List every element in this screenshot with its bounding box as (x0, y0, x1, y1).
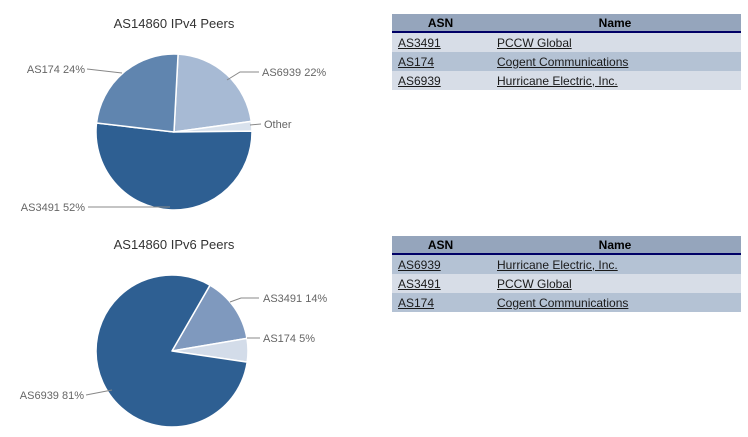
name-link[interactable]: Hurricane Electric, Inc. (497, 257, 618, 272)
table-row: AS174 Cogent Communications (392, 52, 741, 71)
asn-link[interactable]: AS6939 (398, 257, 441, 272)
table-row: AS174 Cogent Communications (392, 293, 741, 312)
table-header-row: ASN Name (392, 236, 741, 255)
column-header-name: Name (489, 236, 741, 255)
slice-callout-label: AS6939 22% (262, 67, 326, 79)
table-row: AS3491 PCCW Global (392, 32, 741, 52)
name-link[interactable]: Cogent Communications (497, 295, 629, 310)
slice-callout-label: AS3491 52% (21, 202, 85, 214)
pie-slice-as174 (95, 53, 179, 133)
chart-title: AS14860 IPv6 Peers (113, 237, 235, 252)
pie-slice-as3491 (95, 122, 253, 211)
name-cell: Cogent Communications (489, 293, 741, 312)
pie-slice-as3491 (171, 284, 248, 352)
peers-table: ASN Name AS6939 Hurricane Electric, Inc. A… (392, 236, 741, 312)
slice-callout-label: AS174 5% (263, 333, 315, 345)
slice-callout-label: Other (264, 119, 292, 131)
callout-line (249, 123, 262, 126)
ipv6-peers-table: ASN Name AS6939 Hurricane Electric, Inc. A… (392, 236, 741, 312)
name-link[interactable]: PCCW Global (497, 35, 572, 50)
asn-link[interactable]: AS3491 (398, 35, 441, 50)
table-row: AS6939 Hurricane Electric, Inc. (392, 254, 741, 274)
slice-callout-label: AS174 24% (27, 64, 85, 76)
asn-cell: AS3491 (392, 32, 489, 52)
name-link[interactable]: Hurricane Electric, Inc. (497, 73, 618, 88)
peers-table: ASN Name AS3491 PCCW Global AS174 Cogent Co… (392, 14, 741, 90)
name-cell: PCCW Global (489, 274, 741, 293)
slice-callout-label: AS6939 81% (20, 390, 84, 402)
asn-link[interactable]: AS174 (398, 295, 435, 310)
name-link[interactable]: PCCW Global (497, 276, 572, 291)
asn-cell: AS174 (392, 293, 489, 312)
callout-line (226, 71, 259, 81)
ipv4-pie: AS6939 22% Other AS3491 52% AS174 24% (0, 0, 374, 218)
chart-title: AS14860 IPv4 Peers (113, 16, 235, 31)
ipv6-peers-chart: AS14860 IPv6 Peers AS3491 14% AS174 5% AS6… (0, 218, 374, 437)
column-header-asn: ASN (392, 14, 489, 33)
column-header-name: Name (489, 14, 741, 33)
callout-line (229, 297, 259, 303)
column-header-asn: ASN (392, 236, 489, 255)
callout-line (86, 68, 123, 74)
table-row: AS6939 Hurricane Electric, Inc. (392, 71, 741, 90)
asn-cell: AS6939 (392, 71, 489, 90)
name-cell: PCCW Global (489, 32, 741, 52)
table-row: AS3491 PCCW Global (392, 274, 741, 293)
asn-cell: AS6939 (392, 254, 489, 274)
name-cell: Cogent Communications (489, 52, 741, 71)
slice-callout-label: AS3491 14% (263, 293, 327, 305)
ipv6-pie: AS3491 14% AS174 5% AS6939 81% (0, 218, 374, 437)
pie-slice-as6939 (95, 274, 248, 428)
asn-link[interactable]: AS174 (398, 54, 435, 69)
name-link[interactable]: Cogent Communications (497, 54, 629, 69)
callout-line (85, 389, 113, 396)
name-cell: Hurricane Electric, Inc. (489, 71, 741, 90)
asn-link[interactable]: AS3491 (398, 276, 441, 291)
name-cell: Hurricane Electric, Inc. (489, 254, 741, 274)
ipv4-peers-chart: AS14860 IPv4 Peers AS6939 22% Other AS3491… (0, 0, 374, 218)
asn-cell: AS174 (392, 52, 489, 71)
table-header-row: ASN Name (392, 14, 741, 33)
ipv4-peers-table: ASN Name AS3491 PCCW Global AS174 Cogent Co… (392, 14, 741, 90)
asn-cell: AS3491 (392, 274, 489, 293)
pie-slice-as6939 (173, 53, 253, 133)
asn-link[interactable]: AS6939 (398, 73, 441, 88)
